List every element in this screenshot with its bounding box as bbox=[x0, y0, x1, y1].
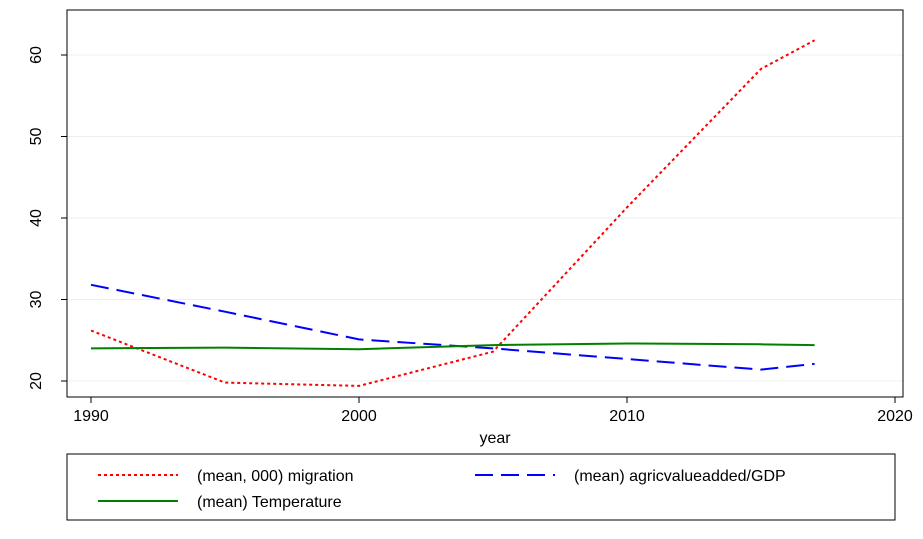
series-line-2 bbox=[90, 342, 815, 351]
y-tick-label: 40 bbox=[28, 209, 45, 227]
x-axis-label: year bbox=[479, 430, 511, 447]
legend-box bbox=[66, 453, 896, 521]
x-tick-label: 2020 bbox=[877, 408, 913, 425]
legend: (mean, 000) migration (mean) agricvaluead… bbox=[66, 453, 896, 521]
legend-label: (mean, 000) migration bbox=[197, 468, 354, 485]
x-axis: 1990 2000 2010 2020 bbox=[73, 397, 913, 425]
series-line-1 bbox=[90, 283, 815, 371]
y-axis: 20 30 40 50 60 bbox=[28, 46, 67, 390]
y-tick-label: 20 bbox=[28, 372, 45, 390]
legend-label: (mean) agricvalueadded/GDP bbox=[574, 468, 786, 485]
series-line-0 bbox=[90, 39, 816, 387]
y-tick-label: 60 bbox=[28, 46, 45, 64]
y-tick-label: 30 bbox=[28, 291, 45, 309]
grid-lines bbox=[67, 54, 903, 382]
x-tick-label: 1990 bbox=[73, 408, 109, 425]
y-tick-label: 50 bbox=[28, 128, 45, 146]
x-tick-label: 2010 bbox=[609, 408, 645, 425]
x-tick-label: 2000 bbox=[341, 408, 377, 425]
plot-area-frame bbox=[66, 9, 904, 398]
legend-label: (mean) Temperature bbox=[197, 494, 342, 511]
series-lines bbox=[90, 39, 816, 387]
